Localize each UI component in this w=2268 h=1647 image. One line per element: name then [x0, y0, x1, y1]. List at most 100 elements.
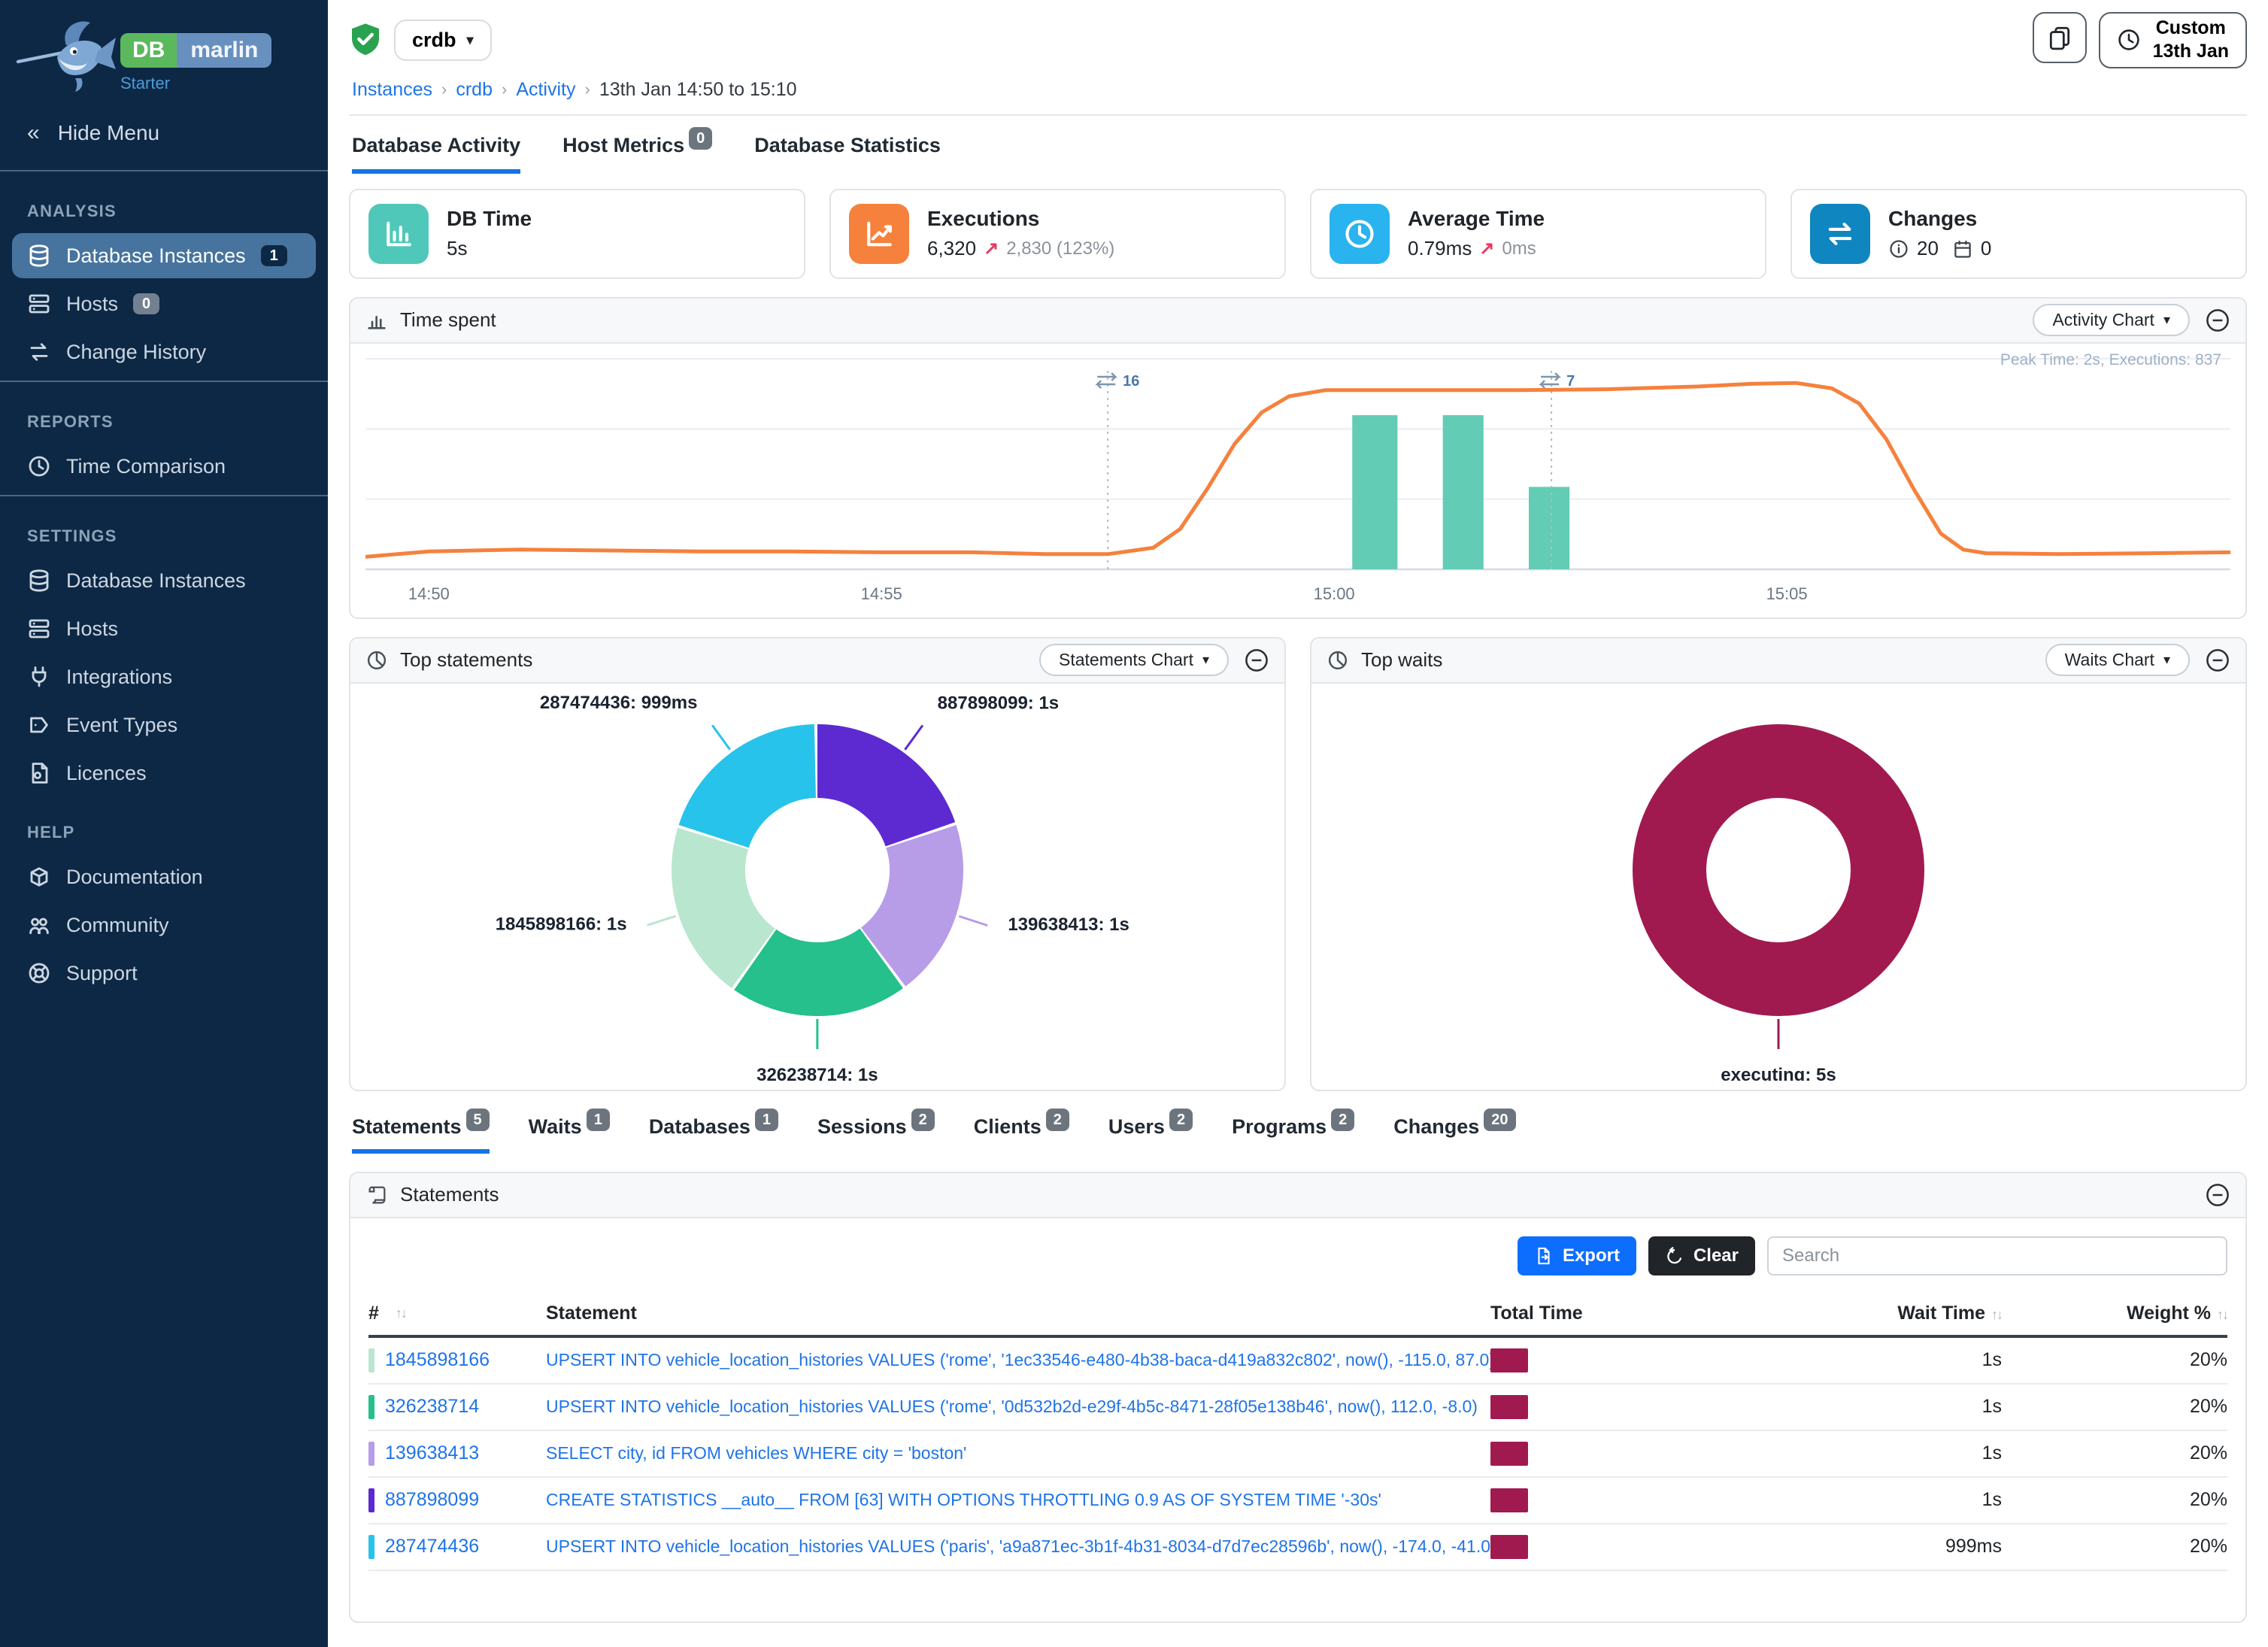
table-row[interactable]: 887898099 CREATE STATISTICS __auto__ FROM…	[368, 1478, 2227, 1524]
detail-tab-clients[interactable]: Clients 2	[974, 1108, 1069, 1154]
statement-link[interactable]: SELECT city, id FROM vehicles WHERE city…	[546, 1443, 967, 1463]
total-time-bar	[1490, 1534, 1528, 1559]
col-header-weight[interactable]: Weight % ↑↓	[2126, 1302, 2229, 1324]
change-icon	[30, 343, 48, 361]
breadcrumb-instance[interactable]: crdb	[456, 78, 493, 100]
hide-menu-button[interactable]: « Hide Menu	[27, 120, 160, 145]
swap-arrows-icon	[1810, 203, 1870, 264]
wait-time-value: 1s	[1981, 1396, 2002, 1417]
undo-icon	[1667, 1246, 1682, 1263]
circle-minus-icon	[2206, 308, 2229, 332]
collapse-panel-button[interactable]	[1241, 648, 1269, 673]
sort-icon: ↑↓	[1991, 1306, 2003, 1322]
table-row[interactable]: 1845898166 UPSERT INTO vehicle_location_h…	[368, 1338, 2227, 1385]
sidebar-item-event-types[interactable]: Event Types	[12, 702, 316, 748]
table-row[interactable]: 326238714 UPSERT INTO vehicle_location_hi…	[368, 1385, 2227, 1431]
up-arrow-icon: ↗	[984, 238, 999, 259]
sidebar-item-hosts[interactable]: Hosts	[12, 606, 316, 651]
table-row[interactable]: 287474436 UPSERT INTO vehicle_location_hi…	[368, 1524, 2227, 1571]
weight-value: 20%	[2189, 1536, 2227, 1557]
sidebar-item-integrations[interactable]: Integrations	[12, 654, 316, 699]
tab-database-statistics[interactable]: Database Statistics	[754, 133, 941, 156]
donut-segment[interactable]	[672, 723, 963, 1016]
detail-tabs: Statements 5 Waits 1 Databases 1 Sessions 2 Clie…	[328, 1091, 2268, 1154]
detail-tab-sessions[interactable]: Sessions 2	[817, 1108, 935, 1154]
tab-database-activity[interactable]: Database Activity	[352, 134, 521, 174]
detail-tab-changes[interactable]: Changes 20	[1393, 1108, 1516, 1154]
card-executions: Executions 6,320 ↗ 2,830 (123%)	[829, 188, 1286, 279]
breadcrumb-instances[interactable]: Instances	[352, 78, 433, 100]
sidebar-item-hosts[interactable]: Hosts 0	[12, 281, 316, 326]
statement-link[interactable]: CREATE STATISTICS __auto__ FROM [63] WIT…	[546, 1490, 1381, 1509]
sidebar-item-licences[interactable]: Licences	[12, 751, 316, 796]
collapse-panel-button[interactable]	[2202, 1182, 2230, 1208]
sidebar-section-reports: REPORTS	[27, 412, 114, 431]
statement-link[interactable]: UPSERT INTO vehicle_location_histories V…	[546, 1350, 1490, 1369]
count-badge: 2	[1045, 1108, 1069, 1131]
clear-button[interactable]: Clear	[1648, 1236, 1755, 1275]
col-header-id[interactable]: # ↑↓	[368, 1302, 408, 1324]
swap-arrows-icon	[1095, 379, 1116, 389]
peak-note: Peak Time: 2s, Executions: 837	[2000, 350, 2221, 369]
pie-chart-icon	[367, 651, 387, 669]
detail-tab-programs[interactable]: Programs 2	[1232, 1108, 1355, 1154]
statement-link[interactable]: UPSERT INTO vehicle_location_histories V…	[546, 1536, 1490, 1556]
detail-tab-databases[interactable]: Databases 1	[649, 1108, 779, 1154]
search-input[interactable]	[1767, 1236, 2227, 1275]
statements-chart-dropdown[interactable]: Statements Chart ▾	[1038, 644, 1229, 676]
statement-color-marker	[368, 1441, 374, 1466]
statement-id-link[interactable]: 887898099	[385, 1489, 480, 1510]
tab-host-metrics[interactable]: Host Metrics 0	[562, 126, 713, 174]
donut-segment[interactable]	[665, 717, 969, 1022]
count-badge: 5	[465, 1108, 490, 1131]
time-range-button[interactable]: Custom 13th Jan	[2098, 12, 2247, 68]
sidebar-item-change-history[interactable]: Change History	[12, 329, 316, 375]
sidebar-item-database-instances[interactable]: Database Instances	[12, 558, 316, 603]
time-spent-line-chart[interactable]: 16 7 14:50 14:55 15:00 15:05	[363, 350, 2233, 608]
sidebar-item-time-comparison[interactable]: Time Comparison	[12, 444, 316, 489]
col-header-total-time[interactable]: Total Time	[1490, 1302, 1583, 1324]
sort-icon: ↑↓	[2217, 1306, 2229, 1322]
top-statements-donut-chart[interactable]: 887898099: 1s 139638413: 1s 326238714: 1s 1…	[350, 687, 1284, 1085]
total-time-bar	[1490, 1348, 1528, 1372]
breadcrumb-activity[interactable]: Activity	[516, 78, 576, 100]
statement-id-link[interactable]: 139638413	[385, 1442, 480, 1463]
sidebar-item-support[interactable]: Support	[12, 951, 316, 996]
swap-arrows-icon	[1539, 379, 1560, 389]
collapse-panel-button[interactable]	[2202, 308, 2230, 333]
bar-chart-icon	[387, 221, 411, 246]
sidebar-item-community[interactable]: Community	[12, 902, 316, 948]
col-header-statement[interactable]: Statement	[546, 1302, 637, 1324]
chevron-down-icon: ▾	[1202, 652, 1209, 667]
collapse-panel-button[interactable]	[2202, 648, 2230, 673]
statement-id-link[interactable]: 287474436	[385, 1536, 480, 1557]
weight-value: 20%	[2189, 1442, 2227, 1463]
waits-chart-dropdown[interactable]: Waits Chart ▾	[2045, 644, 2190, 676]
copy-link-button[interactable]	[2032, 12, 2087, 63]
col-header-wait-time[interactable]: Wait Time ↑↓	[1897, 1302, 2003, 1324]
sidebar-item-documentation[interactable]: Documentation	[12, 854, 316, 899]
sort-icon: ↑↓	[395, 1305, 408, 1321]
top-waits-donut-chart[interactable]: executing: 5s	[1311, 687, 2245, 1085]
export-icon	[1538, 1247, 1550, 1264]
total-time-bar	[1490, 1394, 1528, 1419]
donut-panels-row: Top statements Statements Chart ▾ 887	[349, 636, 2247, 1091]
count-badge: 20	[1484, 1108, 1516, 1131]
export-button[interactable]: Export	[1517, 1236, 1636, 1275]
donut-segment-label: 887898099: 1s	[938, 693, 1059, 713]
main-content: crdb ▾	[328, 0, 2268, 1647]
activity-chart-dropdown[interactable]: Activity Chart ▾	[2033, 304, 2190, 336]
statement-id-link[interactable]: 326238714	[385, 1396, 480, 1417]
donut-segment[interactable]	[672, 723, 963, 1016]
detail-tab-waits[interactable]: Waits 1	[529, 1108, 610, 1154]
table-row[interactable]: 139638413 SELECT city, id FROM vehicles W…	[368, 1431, 2227, 1478]
instance-selector-button[interactable]: crdb ▾	[394, 19, 492, 61]
donut-segment[interactable]	[1633, 723, 1924, 1016]
detail-tab-statements[interactable]: Statements 5	[352, 1108, 490, 1154]
detail-tab-users[interactable]: Users 2	[1108, 1108, 1193, 1154]
info-icon	[1890, 239, 1908, 258]
statement-id-link[interactable]: 1845898166	[385, 1349, 490, 1370]
statement-link[interactable]: UPSERT INTO vehicle_location_histories V…	[546, 1397, 1478, 1416]
sidebar-item-database-instances[interactable]: Database Instances 1	[12, 233, 316, 278]
